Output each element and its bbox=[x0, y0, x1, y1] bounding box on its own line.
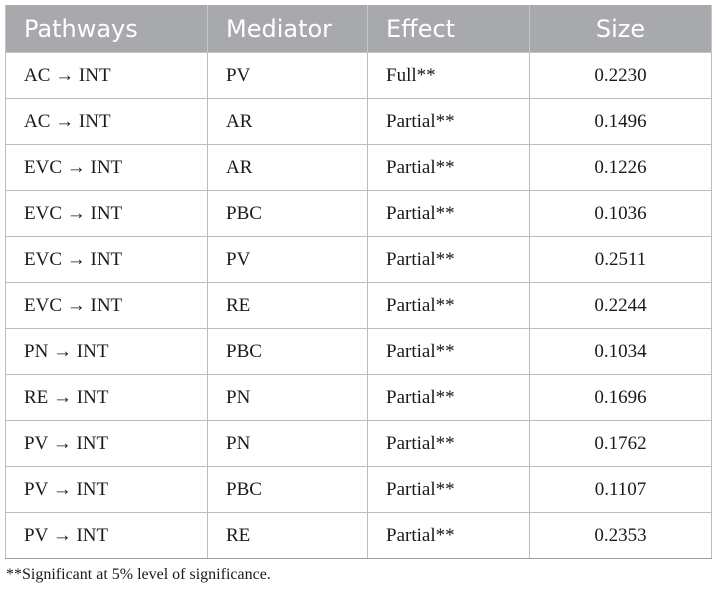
pathway-cell: PV → INT bbox=[5, 420, 208, 467]
header-mediator: Mediator bbox=[207, 5, 368, 53]
table-body: AC → INT PV Full** 0.2230 AC → INT AR Partial*… bbox=[5, 52, 712, 559]
table-row: PN → INT PBC Partial** 0.1034 bbox=[5, 328, 712, 375]
pathway-cell: EVC → INT bbox=[5, 282, 208, 329]
size-cell: 0.1036 bbox=[529, 190, 712, 237]
table-row: AC → INT PV Full** 0.2230 bbox=[5, 52, 712, 99]
size-cell: 0.2244 bbox=[529, 282, 712, 329]
table-row: RE → INT PN Partial** 0.1696 bbox=[5, 374, 712, 421]
effect-cell: Partial** bbox=[367, 420, 530, 467]
mediator-cell: PV bbox=[207, 52, 368, 99]
mediator-cell: PBC bbox=[207, 328, 368, 375]
table-header-row: Pathways Mediator Effect Size bbox=[5, 5, 712, 53]
pathway-cell: EVC → INT bbox=[5, 144, 208, 191]
table-row: EVC → INT AR Partial** 0.1226 bbox=[5, 144, 712, 191]
size-cell: 0.1696 bbox=[529, 374, 712, 421]
effect-cell: Partial** bbox=[367, 374, 530, 421]
pathway-cell: PV → INT bbox=[5, 466, 208, 513]
pathway-cell: EVC → INT bbox=[5, 190, 208, 237]
size-cell: 0.2230 bbox=[529, 52, 712, 99]
effect-cell: Partial** bbox=[367, 466, 530, 513]
effect-cell: Partial** bbox=[367, 328, 530, 375]
size-cell: 0.1496 bbox=[529, 98, 712, 145]
header-pathways: Pathways bbox=[5, 5, 208, 53]
mediator-cell: PBC bbox=[207, 466, 368, 513]
size-cell: 0.1762 bbox=[529, 420, 712, 467]
table-footnote: **Significant at 5% level of significanc… bbox=[6, 566, 271, 583]
mediator-cell: AR bbox=[207, 98, 368, 145]
mediator-cell: AR bbox=[207, 144, 368, 191]
pathway-cell: PV → INT bbox=[5, 512, 208, 559]
mediation-results-table: Pathways Mediator Effect Size AC → INT PV… bbox=[5, 5, 712, 559]
mediator-cell: RE bbox=[207, 512, 368, 559]
size-cell: 0.2353 bbox=[529, 512, 712, 559]
table-row: EVC → INT PV Partial** 0.2511 bbox=[5, 236, 712, 283]
mediator-cell: RE bbox=[207, 282, 368, 329]
results-table-container: Pathways Mediator Effect Size AC → INT PV… bbox=[5, 5, 712, 559]
effect-cell: Partial** bbox=[367, 98, 530, 145]
effect-cell: Partial** bbox=[367, 282, 530, 329]
table-row: EVC → INT PBC Partial** 0.1036 bbox=[5, 190, 712, 237]
effect-cell: Partial** bbox=[367, 190, 530, 237]
table-row: PV → INT PN Partial** 0.1762 bbox=[5, 420, 712, 467]
header-effect: Effect bbox=[367, 5, 530, 53]
size-cell: 0.1226 bbox=[529, 144, 712, 191]
table-row: PV → INT PBC Partial** 0.1107 bbox=[5, 466, 712, 513]
effect-cell: Full** bbox=[367, 52, 530, 99]
mediator-cell: PV bbox=[207, 236, 368, 283]
mediator-cell: PBC bbox=[207, 190, 368, 237]
size-cell: 0.1107 bbox=[529, 466, 712, 513]
effect-cell: Partial** bbox=[367, 144, 530, 191]
pathway-cell: AC → INT bbox=[5, 98, 208, 145]
header-size: Size bbox=[529, 5, 712, 53]
effect-cell: Partial** bbox=[367, 512, 530, 559]
size-cell: 0.2511 bbox=[529, 236, 712, 283]
pathway-cell: PN → INT bbox=[5, 328, 208, 375]
effect-cell: Partial** bbox=[367, 236, 530, 283]
mediator-cell: PN bbox=[207, 420, 368, 467]
mediator-cell: PN bbox=[207, 374, 368, 421]
table-row: AC → INT AR Partial** 0.1496 bbox=[5, 98, 712, 145]
pathway-cell: AC → INT bbox=[5, 52, 208, 99]
pathway-cell: EVC → INT bbox=[5, 236, 208, 283]
table-row: PV → INT RE Partial** 0.2353 bbox=[5, 512, 712, 559]
pathway-cell: RE → INT bbox=[5, 374, 208, 421]
size-cell: 0.1034 bbox=[529, 328, 712, 375]
table-row: EVC → INT RE Partial** 0.2244 bbox=[5, 282, 712, 329]
